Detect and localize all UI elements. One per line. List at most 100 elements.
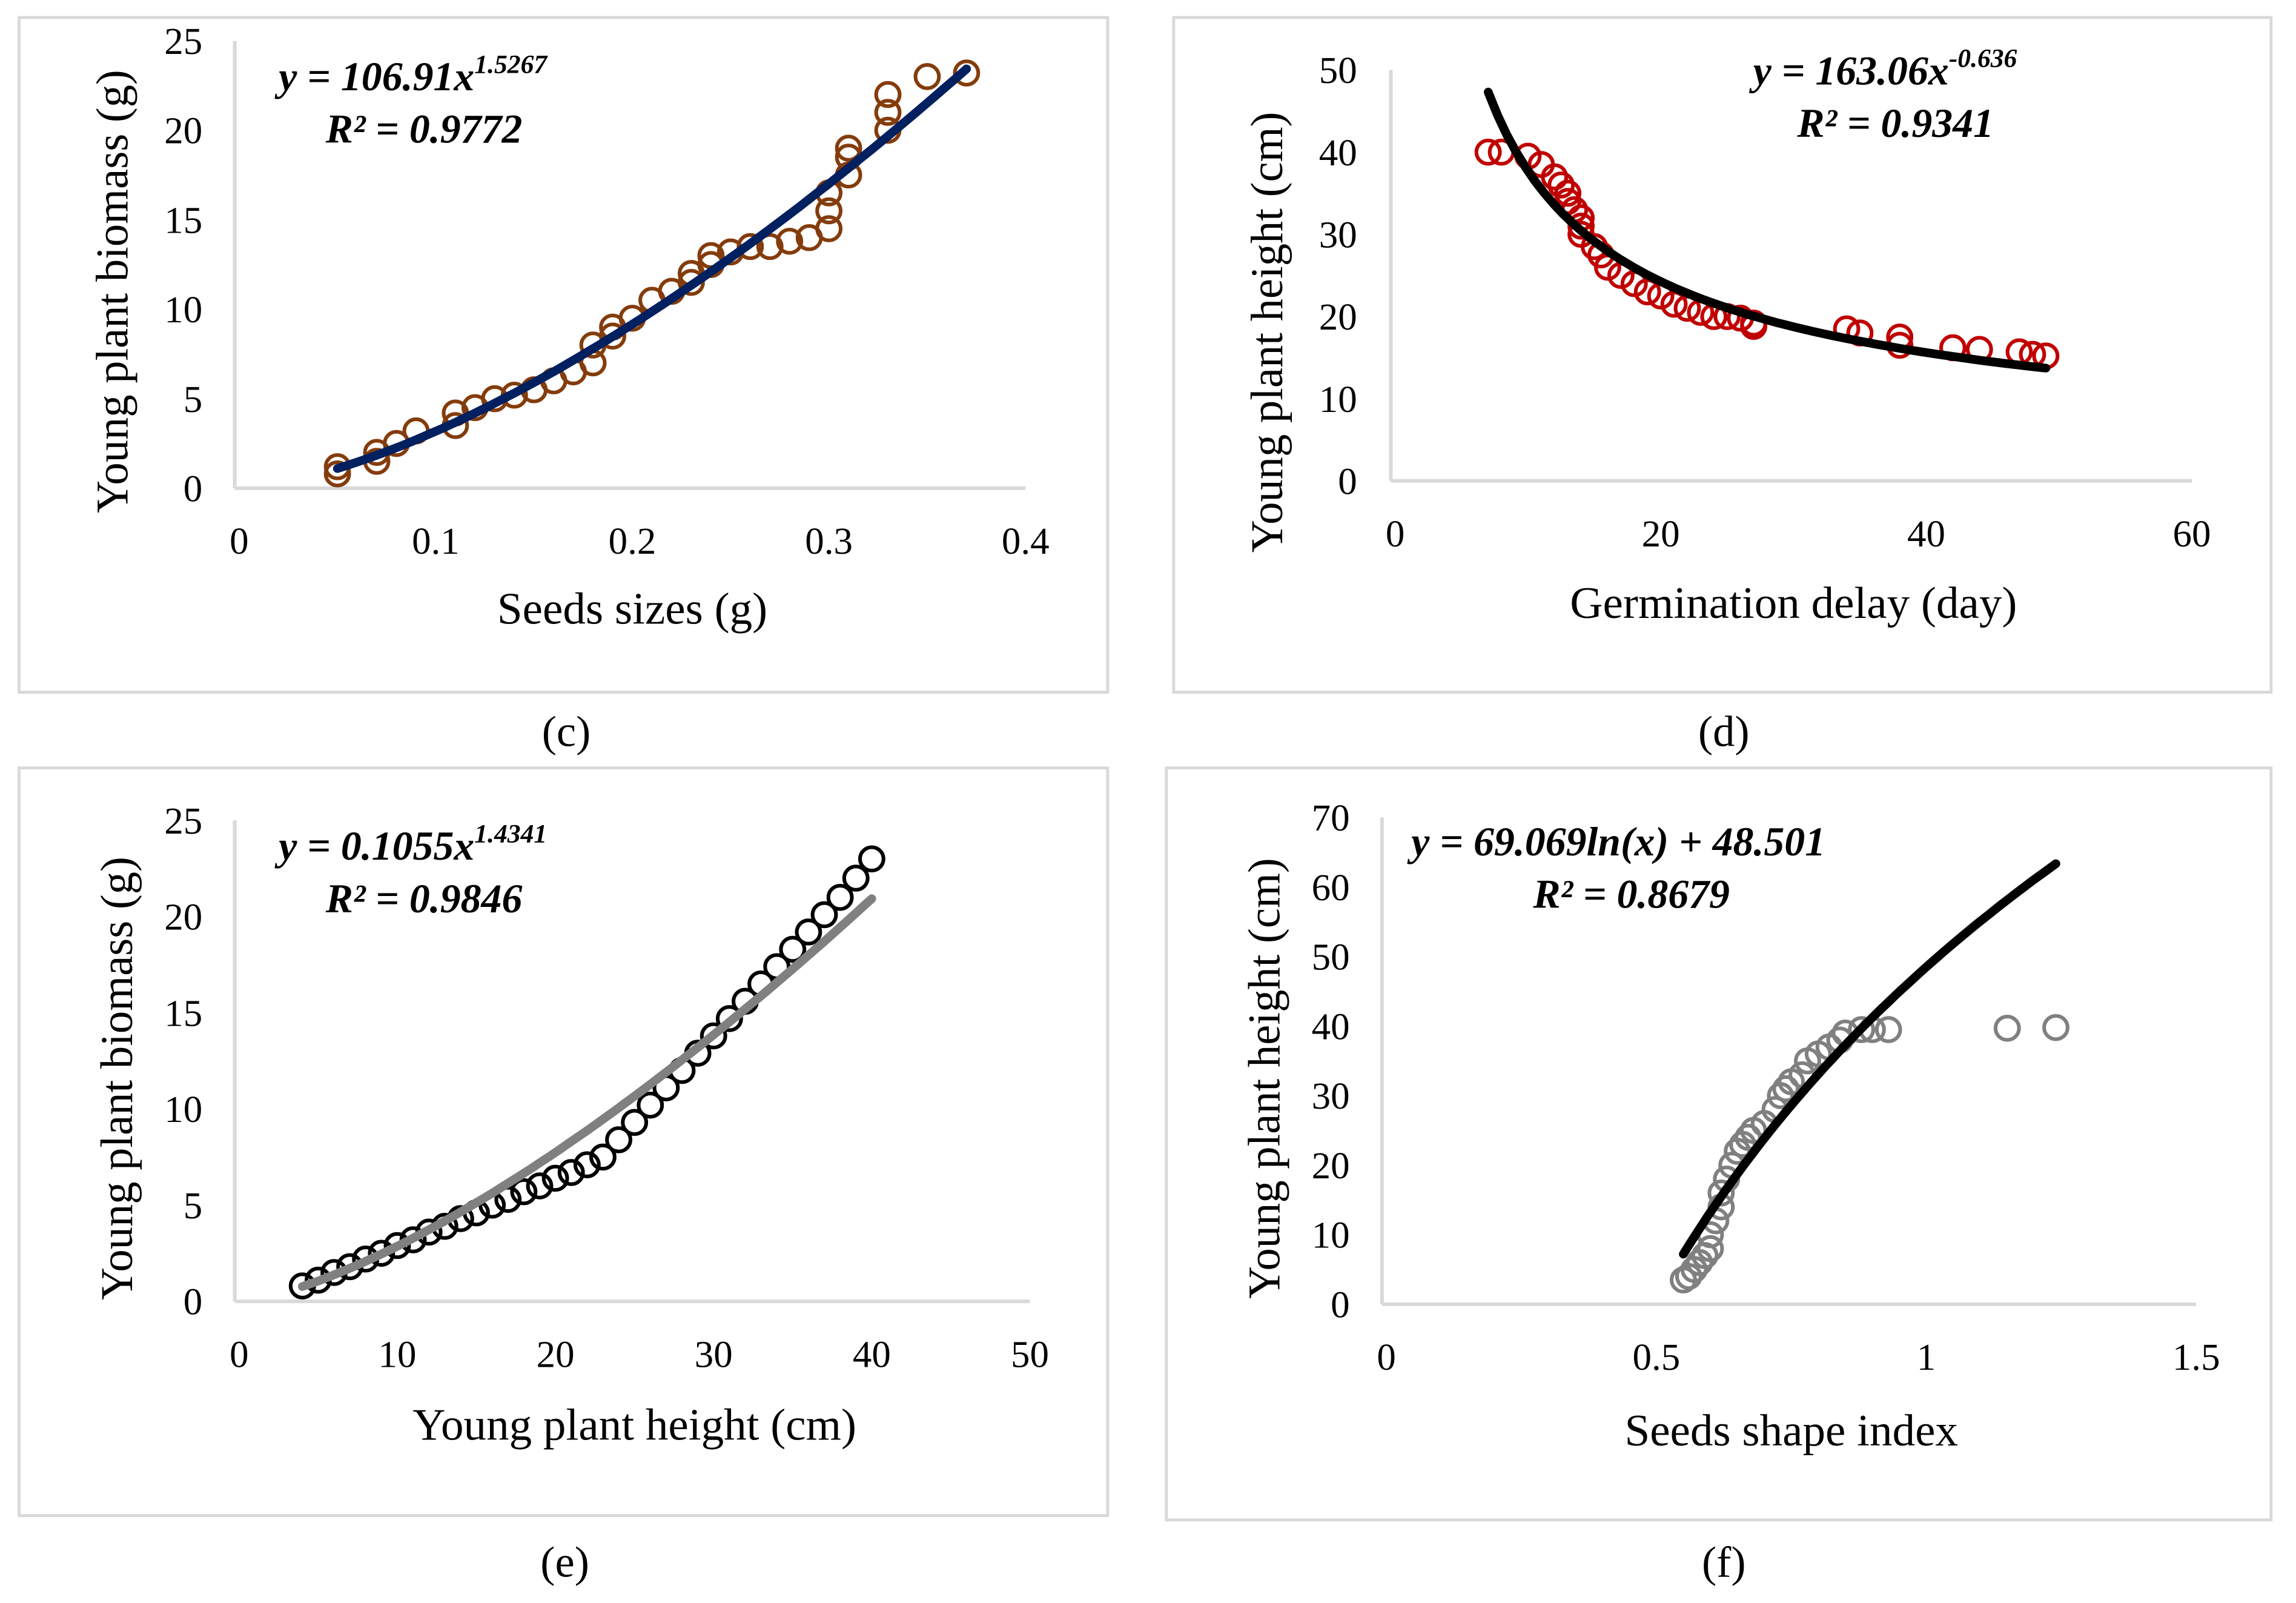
- data-point: [383, 1232, 411, 1260]
- x-tick-label: 1: [1917, 1336, 1936, 1378]
- data-point: [874, 99, 902, 126]
- x-tick-label: 0: [230, 520, 248, 562]
- y-tick-label: 10: [164, 288, 202, 331]
- y-tick-label: 15: [164, 199, 202, 242]
- y-axis-title: Young plant biomass (g): [92, 857, 142, 1300]
- r-squared: R² = 0.9772: [325, 107, 523, 152]
- x-tick-label: 60: [2173, 513, 2211, 555]
- data-point: [541, 1164, 569, 1192]
- y-tick-label: 60: [1312, 866, 1350, 909]
- trendline: [1483, 87, 2051, 373]
- x-axis-title: Young plant height (cm): [412, 1400, 856, 1450]
- data-point: [756, 233, 784, 261]
- equation-exponent: 1.5267: [474, 50, 548, 79]
- data-point: [1874, 1016, 1902, 1043]
- x-tick-label: 0.1: [412, 520, 460, 562]
- r-squared: R² = 0.9846: [325, 876, 523, 921]
- x-tick-label: 0: [1377, 1336, 1395, 1378]
- data-point: [779, 935, 807, 963]
- y-tick-label: 20: [1312, 1144, 1350, 1187]
- trendline: [332, 64, 971, 473]
- panel-label: (e): [540, 1538, 589, 1587]
- x-tick-label: 30: [695, 1333, 733, 1376]
- data-point: [368, 1240, 395, 1267]
- x-tick-label: 50: [1011, 1333, 1049, 1376]
- equation-exponent: 1.4341: [474, 819, 547, 848]
- data-point: [913, 63, 941, 90]
- data-point: [1696, 1235, 1724, 1263]
- x-tick-label: 0.4: [1002, 520, 1050, 562]
- x-axis-title: Seeds sizes (g): [497, 584, 767, 634]
- data-point: [1633, 278, 1661, 306]
- data-point: [826, 884, 854, 911]
- data-point: [589, 1143, 617, 1171]
- equation-base: y = 163.06x: [1749, 48, 1949, 94]
- y-axis-title: Young plant height (cm): [1239, 858, 1289, 1299]
- data-point: [526, 1172, 554, 1200]
- data-point: [1547, 171, 1575, 199]
- y-tick-label: 40: [1312, 1006, 1350, 1048]
- x-tick-label: 0.3: [805, 520, 853, 562]
- x-tick-label: 0: [1386, 513, 1404, 555]
- panel-label: (f): [1702, 1538, 1746, 1587]
- equation-exponent: -0.636: [1949, 44, 2017, 73]
- equation-base: y = 106.91x: [274, 54, 474, 99]
- y-tick-label: 40: [1319, 131, 1357, 174]
- y-tick-label: 10: [164, 1088, 202, 1130]
- x-tick-label: 0: [230, 1333, 248, 1376]
- chart-frame: [1172, 16, 2273, 694]
- x-tick-label: 20: [1642, 513, 1680, 555]
- y-tick-label: 30: [1312, 1075, 1350, 1117]
- trendline: [1679, 859, 2060, 1259]
- data-point: [874, 81, 902, 108]
- data-point: [953, 59, 981, 87]
- data-point: [1660, 290, 1688, 318]
- equation-base: y = 69.069ln(x) + 48.501: [1407, 819, 1825, 865]
- data-point: [858, 845, 885, 873]
- trendline: [297, 894, 876, 1291]
- x-tick-label: 10: [378, 1333, 416, 1376]
- trendline-equation: y = 69.069ln(x) + 48.501: [1407, 819, 1825, 865]
- y-tick-label: 25: [164, 800, 202, 842]
- data-point: [1993, 1014, 2021, 1042]
- data-point: [736, 233, 764, 261]
- y-tick-label: 15: [164, 992, 202, 1035]
- y-axis-title: Young plant biomass (g): [88, 70, 138, 513]
- y-tick-label: 10: [1319, 378, 1357, 420]
- y-axis-title: Young plant height (cm): [1242, 112, 1292, 553]
- x-tick-label: 1.5: [2172, 1336, 2220, 1378]
- data-point: [621, 1109, 649, 1137]
- data-point: [835, 134, 862, 162]
- y-tick-label: 50: [1312, 936, 1350, 978]
- data-point: [637, 1091, 664, 1119]
- data-point: [1474, 138, 1502, 166]
- x-tick-label: 40: [1907, 513, 1945, 555]
- data-point: [700, 1022, 727, 1050]
- y-tick-label: 20: [1319, 296, 1357, 338]
- x-tick-label: 40: [853, 1333, 891, 1376]
- y-tick-label: 5: [184, 1184, 202, 1227]
- x-tick-label: 0.2: [609, 520, 657, 562]
- data-point: [1848, 1016, 1875, 1043]
- data-point: [557, 1159, 585, 1186]
- y-tick-label: 25: [164, 20, 202, 62]
- chart-frame: [1165, 766, 2273, 1522]
- y-tick-label: 20: [164, 110, 202, 152]
- y-tick-label: 30: [1319, 214, 1357, 256]
- data-point: [599, 322, 626, 350]
- x-tick-label: 0.5: [1632, 1336, 1680, 1378]
- x-tick-label: 20: [537, 1333, 575, 1376]
- y-tick-label: 20: [164, 896, 202, 938]
- data-point: [810, 901, 838, 929]
- x-axis-title: Seeds shape index: [1624, 1406, 1958, 1456]
- x-axis-title: Germination delay (day): [1570, 578, 2017, 628]
- data-point: [1707, 1179, 1735, 1207]
- chart-panel-c: 0 0.1 0.2 0.3 0.4 0 5 10 15 20 25 Seeds sizes (g) Yo…: [18, 16, 1110, 756]
- panel-label: (d): [1698, 707, 1750, 756]
- data-point: [715, 1005, 743, 1032]
- data-point: [1554, 179, 1582, 207]
- data-point: [1772, 1075, 1800, 1103]
- chart-frame: [18, 16, 1110, 694]
- data-point: [795, 918, 822, 946]
